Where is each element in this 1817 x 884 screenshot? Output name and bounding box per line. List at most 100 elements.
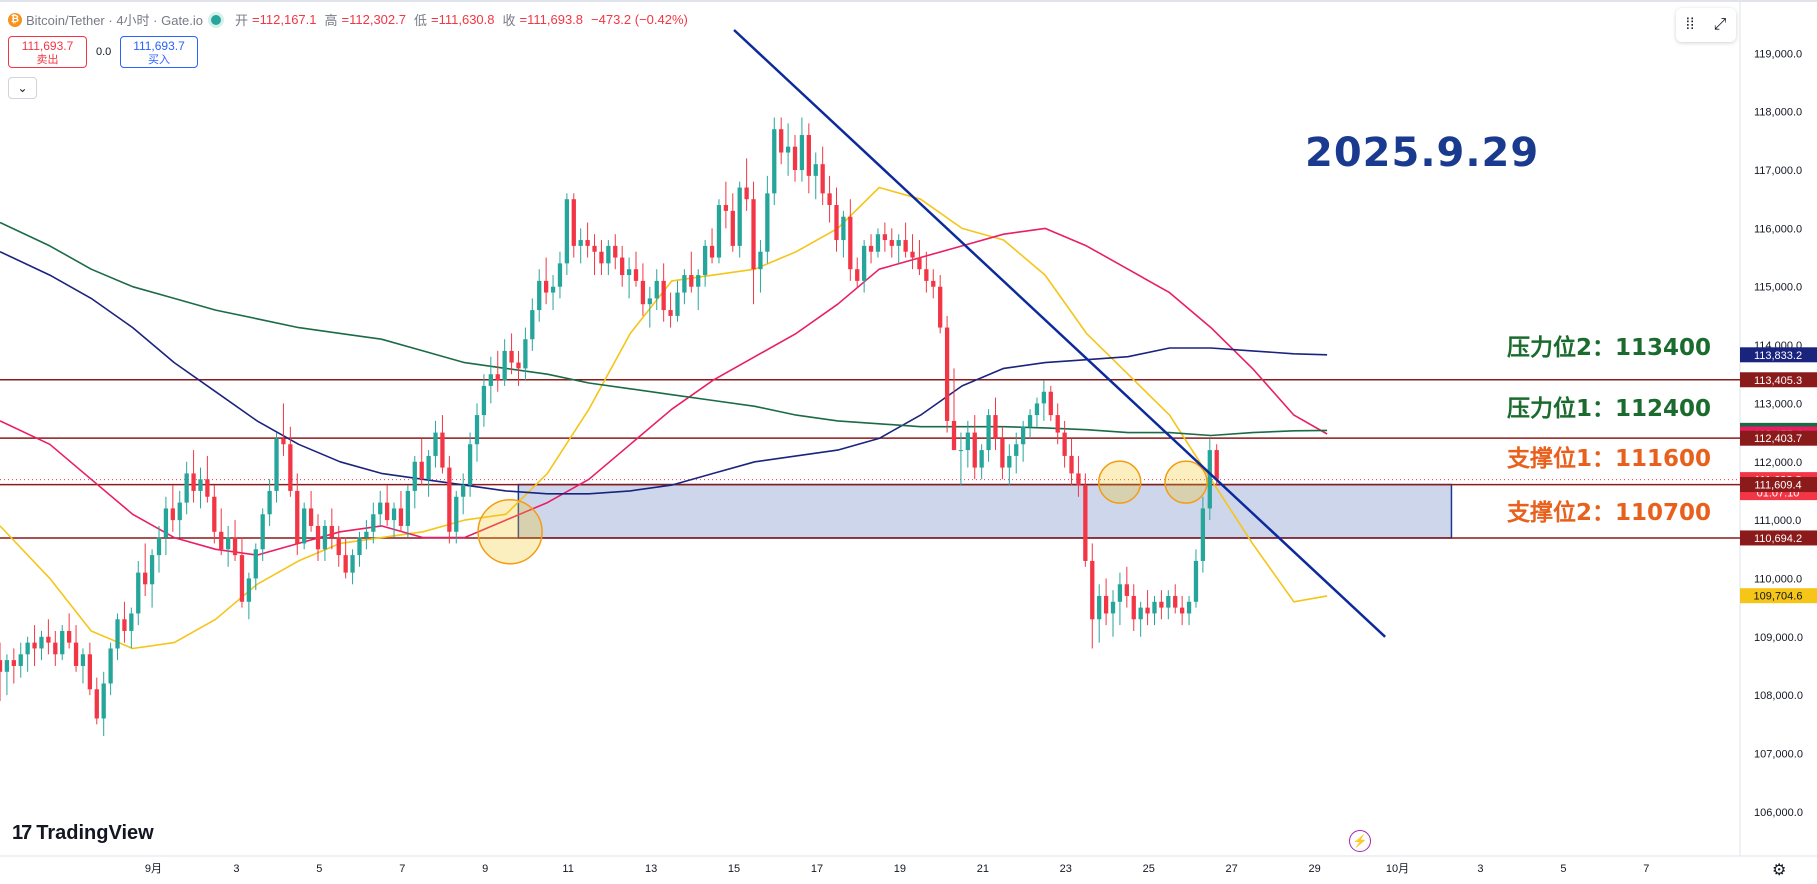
candle — [785, 123, 791, 176]
trend-line-tool-icon[interactable]: ⤢ — [1713, 16, 1727, 33]
candle — [350, 549, 355, 585]
tradingview-logo[interactable]: 17 TradingView — [12, 822, 154, 845]
candle — [702, 240, 708, 287]
candle-body — [350, 555, 355, 573]
candle — [94, 677, 99, 725]
candle-body — [412, 461, 417, 491]
candle — [232, 520, 238, 561]
candle — [523, 327, 528, 381]
candle-body — [288, 444, 293, 491]
candle — [938, 275, 943, 334]
candle-body — [219, 531, 224, 550]
buy-button[interactable]: 111,693.7 买入 — [120, 36, 198, 68]
candle — [122, 601, 127, 643]
time-tick-label: 21 — [977, 863, 989, 875]
candle-body — [73, 642, 79, 666]
candle-body — [1090, 560, 1095, 620]
candle — [827, 175, 832, 223]
candle-body — [875, 234, 881, 252]
candle — [60, 625, 65, 661]
candle-body — [993, 415, 998, 439]
symbol-title[interactable]: Bitcoin/Tether · 4小时 · Gate.io — [26, 13, 204, 28]
gear-icon[interactable]: ⚙ — [1772, 862, 1787, 879]
candle-body — [620, 257, 625, 276]
candle-body — [46, 636, 51, 643]
candle-body — [772, 129, 777, 194]
candle-body — [965, 432, 970, 451]
candle-body — [861, 245, 867, 281]
candle — [246, 572, 252, 620]
candle — [322, 520, 328, 561]
candle-body — [488, 374, 493, 386]
candle-body — [910, 251, 915, 258]
candle — [696, 269, 701, 311]
candle-body — [1207, 450, 1212, 509]
candle-body — [357, 537, 362, 556]
candle — [599, 240, 604, 276]
candle-body — [785, 146, 791, 153]
candle — [772, 117, 777, 206]
candle — [1166, 590, 1171, 620]
candle — [73, 625, 79, 672]
price-badge-bg — [1740, 430, 1817, 446]
candle-body — [979, 450, 984, 468]
candle — [25, 636, 30, 672]
candle-body — [1103, 595, 1109, 614]
candle — [910, 234, 915, 270]
candle-body — [696, 275, 701, 287]
support-zone — [517, 483, 1453, 539]
candle-body — [1145, 607, 1150, 614]
price-tick-label: 113,000.0 — [1754, 398, 1802, 410]
price-tick-label: 116,000.0 — [1754, 223, 1802, 235]
price-badge-text: 113,833.2 — [1754, 350, 1802, 362]
price-tick-label: 108,000.0 — [1754, 690, 1803, 702]
candle-body — [917, 257, 922, 270]
sell-label: 卖出 — [36, 54, 59, 66]
open-label: 开 — [235, 13, 249, 28]
candle — [419, 438, 424, 486]
candle — [205, 455, 210, 503]
candle-body — [322, 525, 328, 550]
sell-button[interactable]: 111,693.7 卖出 — [8, 36, 87, 68]
candle — [917, 240, 922, 276]
candle-body — [384, 502, 390, 521]
high-label: 高 — [324, 13, 338, 28]
candle-body — [364, 531, 369, 538]
candle — [889, 228, 894, 258]
buy-label: 买入 — [148, 54, 170, 66]
candle-body — [32, 642, 37, 649]
price-tick-label: 118,000.0 — [1754, 107, 1802, 119]
price-badge: 111,609.4 — [1740, 477, 1817, 493]
collapse-legend-button[interactable]: ⌄ — [8, 77, 37, 99]
candle — [709, 228, 715, 264]
candle — [550, 275, 556, 311]
candle — [260, 508, 265, 561]
candle — [716, 199, 722, 264]
candle — [488, 356, 493, 404]
candle-body — [737, 187, 742, 246]
candle-body — [958, 450, 964, 452]
candle — [0, 642, 3, 701]
candle — [198, 467, 203, 509]
time-tick-label: 19 — [894, 863, 906, 875]
candle-body — [702, 245, 708, 276]
candle-body — [841, 216, 846, 241]
candle-body — [329, 525, 334, 538]
candle-body — [191, 473, 196, 491]
candle — [993, 397, 998, 451]
candle-body — [758, 251, 763, 270]
drag-handle-icon[interactable]: ⁞⁞ — [1685, 16, 1695, 33]
time-tick-label: 5 — [1560, 863, 1566, 875]
candle — [1048, 385, 1053, 421]
candle — [654, 269, 659, 311]
candle — [613, 234, 618, 270]
candle-body — [1186, 601, 1192, 614]
candle — [806, 123, 811, 194]
candle-body — [951, 420, 957, 451]
lightning-icon[interactable]: ⚡ — [1349, 830, 1371, 852]
low-label: 低 — [413, 13, 427, 28]
candle — [1062, 420, 1067, 468]
candle — [426, 450, 431, 497]
